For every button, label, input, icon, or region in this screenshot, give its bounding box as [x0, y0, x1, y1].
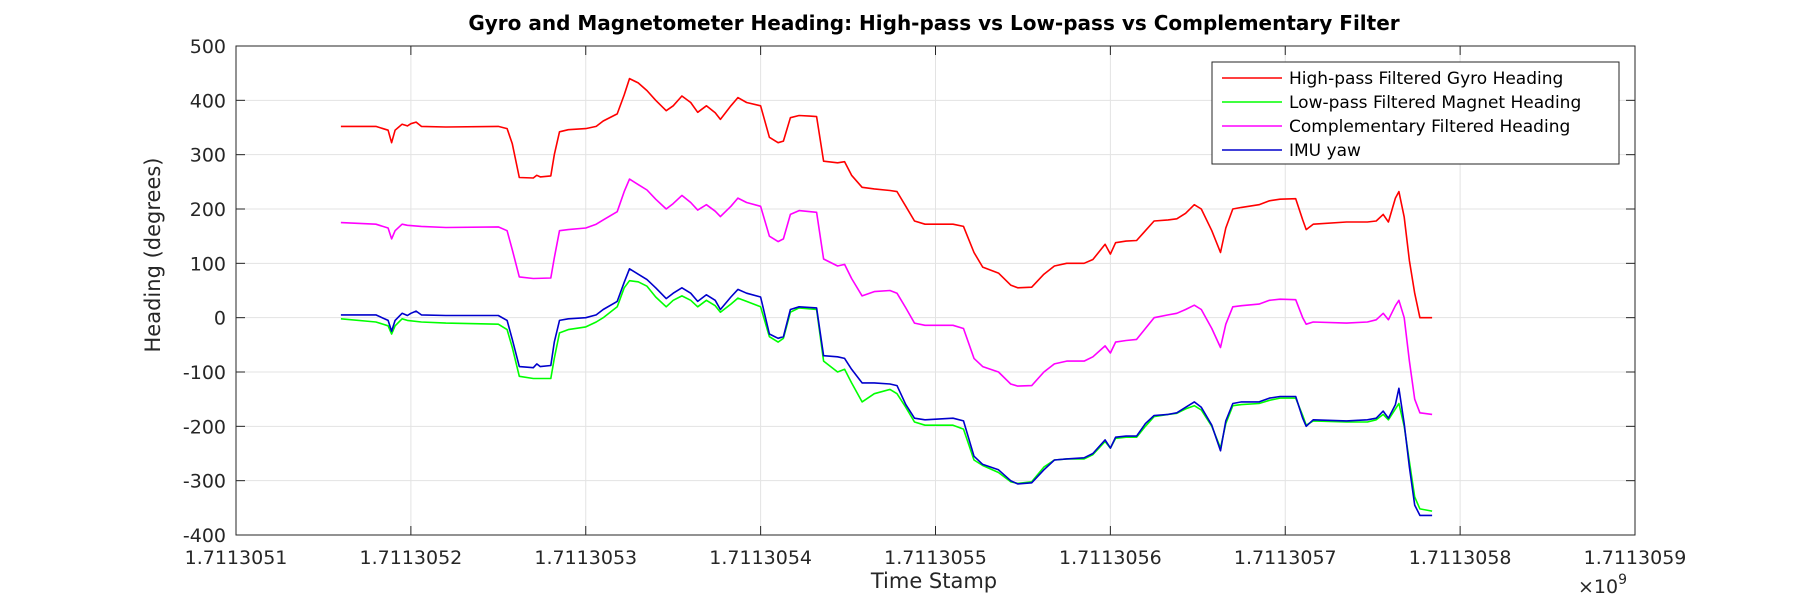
legend-label-2: Low-pass Filtered Magnet Heading [1289, 93, 1581, 113]
y-axis-title: Heading (degrees) [141, 158, 165, 353]
y-tick-label: 500 [190, 36, 226, 58]
y-tick-label: 400 [190, 90, 226, 112]
chart-title: Gyro and Magnetometer Heading: High-pass… [468, 11, 1399, 35]
series-line-1 [340, 77, 1433, 319]
y-tick-label: -100 [183, 362, 226, 384]
x-tick-label: 1.7113058 [1409, 547, 1512, 569]
x-tick-label: 1.7113051 [185, 547, 288, 569]
x-tick-label: 1.7113053 [534, 547, 637, 569]
series-line-2 [340, 279, 1433, 512]
legend-label-3: Complementary Filtered Heading [1289, 117, 1570, 137]
series-lines [340, 77, 1433, 517]
y-tick-label: 0 [214, 308, 226, 330]
legend-label-4: IMU yaw [1289, 141, 1361, 161]
x-tick-label: 1.7113059 [1584, 547, 1687, 569]
x-tick-label: 1.7113052 [360, 547, 463, 569]
legend-box [1211, 61, 1620, 165]
axis-ticks [235, 45, 1636, 536]
legend-label-1: High-pass Filtered Gyro Heading [1289, 69, 1563, 89]
series-line-3 [340, 178, 1433, 416]
y-tick-label: 300 [190, 145, 226, 167]
y-tick-label: 200 [190, 199, 226, 221]
x-axis-tick-labels: 1.7113051 1.7113052 1.7113053 1.7113054 1.71… [185, 547, 1687, 569]
y-tick-label: -200 [183, 416, 226, 438]
x-exponent-base: ×10 [1578, 576, 1618, 598]
x-exponent-label: ×109 [1578, 572, 1627, 598]
series-line-4 [340, 268, 1433, 517]
legend-entries: High-pass Filtered Gyro Heading Low-pass … [1222, 69, 1581, 161]
y-tick-label: -300 [183, 471, 226, 493]
y-tick-label: -400 [183, 525, 226, 547]
y-tick-label: 100 [190, 253, 226, 275]
x-axis-title: Time Stamp [870, 569, 997, 593]
x-tick-label: 1.7113054 [709, 547, 812, 569]
x-tick-label: 1.7113055 [884, 547, 987, 569]
x-tick-label: 1.7113057 [1234, 547, 1337, 569]
legend: High-pass Filtered Gyro Heading Low-pass … [1211, 61, 1620, 165]
x-tick-label: 1.7113056 [1059, 547, 1162, 569]
x-exponent-power: 9 [1618, 572, 1627, 588]
y-axis-tick-labels: -400 -300 -200 -100 0 100 200 300 400 500 [183, 36, 226, 547]
